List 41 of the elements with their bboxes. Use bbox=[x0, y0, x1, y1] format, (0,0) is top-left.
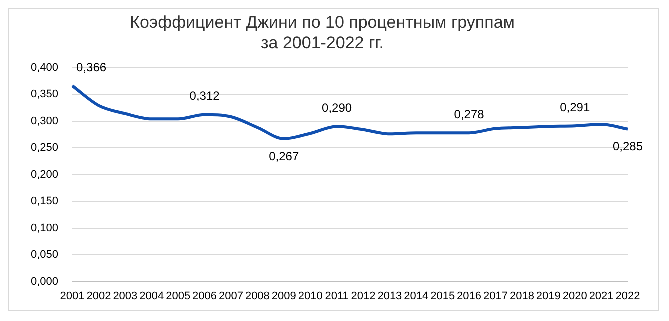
data-label: 0,290 bbox=[322, 100, 352, 115]
x-tick-label: 2006 bbox=[192, 290, 218, 302]
y-tick-label: 0,200 bbox=[30, 168, 59, 181]
x-tick-label: 2011 bbox=[325, 290, 349, 302]
data-label: 0,366 bbox=[76, 60, 107, 74]
y-tick-label: 0,100 bbox=[30, 222, 59, 234]
line-series bbox=[71, 84, 630, 140]
x-tick-label: 2018 bbox=[510, 290, 534, 302]
x-tick-label: 2017 bbox=[484, 290, 508, 302]
y-tick-label: 0,000 bbox=[30, 276, 59, 288]
y-tick-label: 0,300 bbox=[30, 115, 59, 128]
x-tick-label: 2005 bbox=[166, 290, 191, 302]
x-tick-label: 2007 bbox=[218, 290, 244, 302]
x-tick-label: 2001 bbox=[60, 290, 85, 302]
data-label: 0,312 bbox=[190, 89, 220, 104]
x-tick-label: 2015 bbox=[430, 290, 456, 302]
data-label: 0,267 bbox=[269, 149, 300, 164]
x-tick-label: 2022 bbox=[616, 290, 640, 302]
x-tick-label: 2016 bbox=[457, 290, 482, 302]
y-tick-label: 0,150 bbox=[30, 196, 59, 208]
x-tick-label: 2009 bbox=[272, 290, 296, 302]
data-label: 0,291 bbox=[560, 100, 590, 114]
x-tick-label: 2013 bbox=[378, 290, 402, 302]
text: Коэффициент Джини по 10 процентным группам bbox=[130, 12, 515, 32]
y-tick-label: 0,250 bbox=[30, 142, 59, 154]
x-tick-label: 2004 bbox=[140, 290, 164, 302]
y-tick-label: 0,400 bbox=[30, 62, 59, 74]
x-tick-label: 2002 bbox=[86, 290, 112, 302]
y-tick-label: 0,350 bbox=[30, 88, 59, 101]
y-tick-label: 0,050 bbox=[30, 249, 59, 262]
data-label: 0,285 bbox=[612, 140, 644, 154]
x-tick-label: 2010 bbox=[298, 290, 323, 302]
x-tick-label: 2020 bbox=[562, 290, 588, 302]
x-tick-label: 2008 bbox=[245, 290, 270, 302]
text: за 2001-2022 гг. bbox=[260, 33, 384, 52]
x-tick-label: 2021 bbox=[589, 290, 614, 302]
x-tick-label: 2019 bbox=[536, 290, 561, 302]
data-label: 0,278 bbox=[454, 107, 485, 122]
x-tick-label: 2012 bbox=[351, 290, 376, 302]
x-tick-label: 2003 bbox=[113, 290, 138, 302]
x-tick-label: 2014 bbox=[404, 290, 429, 302]
